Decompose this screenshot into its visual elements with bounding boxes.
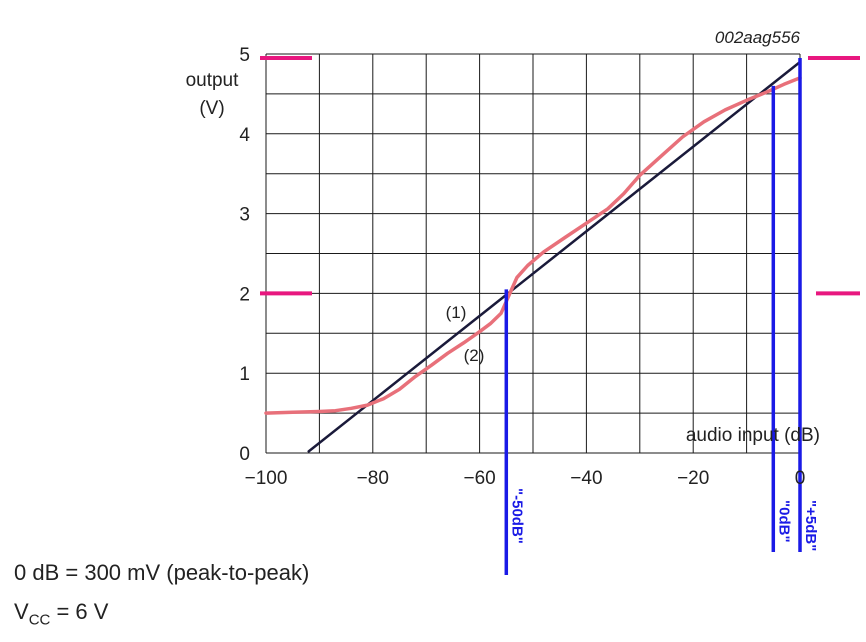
zero-db-note: 0 dB = 300 mV (peak-to-peak) <box>14 560 310 585</box>
x-tick-label: −80 <box>357 468 389 489</box>
vcc-value: = 6 V <box>50 599 109 624</box>
figure-code: 002aag556 <box>715 28 801 47</box>
marker-label-3: "+5dB" <box>802 500 819 551</box>
y-tick-label: 1 <box>239 364 250 385</box>
series-1-line <box>307 60 802 453</box>
x-tick-label: −40 <box>570 468 602 489</box>
series-label-2: (2) <box>464 346 485 365</box>
level-marks <box>260 55 860 296</box>
x-tick-label: −20 <box>677 468 709 489</box>
tick-labels: −100 −80 −60 −40 −20 0 0 1 2 3 4 5 <box>239 45 805 489</box>
series-label-1: (1) <box>446 303 467 322</box>
vcc-subscript: CC <box>28 611 51 629</box>
x-tick-label: 0 <box>795 468 806 489</box>
y-tick-label: 2 <box>239 284 250 305</box>
marker-label-2: "0dB" <box>775 500 792 543</box>
markers: "-50dB" "0dB" "+5dB" <box>504 57 819 575</box>
y-tick-label: 4 <box>239 125 250 146</box>
marker-label-1: "-50dB" <box>508 488 525 544</box>
y-tick-label: 5 <box>239 45 250 66</box>
y-tick-label: 3 <box>239 205 250 226</box>
y-axis-label-line2: (V) <box>199 98 224 119</box>
vcc-note: VCC = 6 V <box>14 599 108 628</box>
y-tick-label: 0 <box>239 444 250 465</box>
y-axis-label-line1: output <box>186 70 240 91</box>
series <box>264 60 802 453</box>
x-tick-label: −100 <box>245 468 288 489</box>
x-axis-label: audio input (dB) <box>686 425 820 446</box>
vcc-symbol: V <box>14 599 29 624</box>
series-2-line <box>264 76 802 415</box>
x-tick-label: −60 <box>463 468 495 489</box>
